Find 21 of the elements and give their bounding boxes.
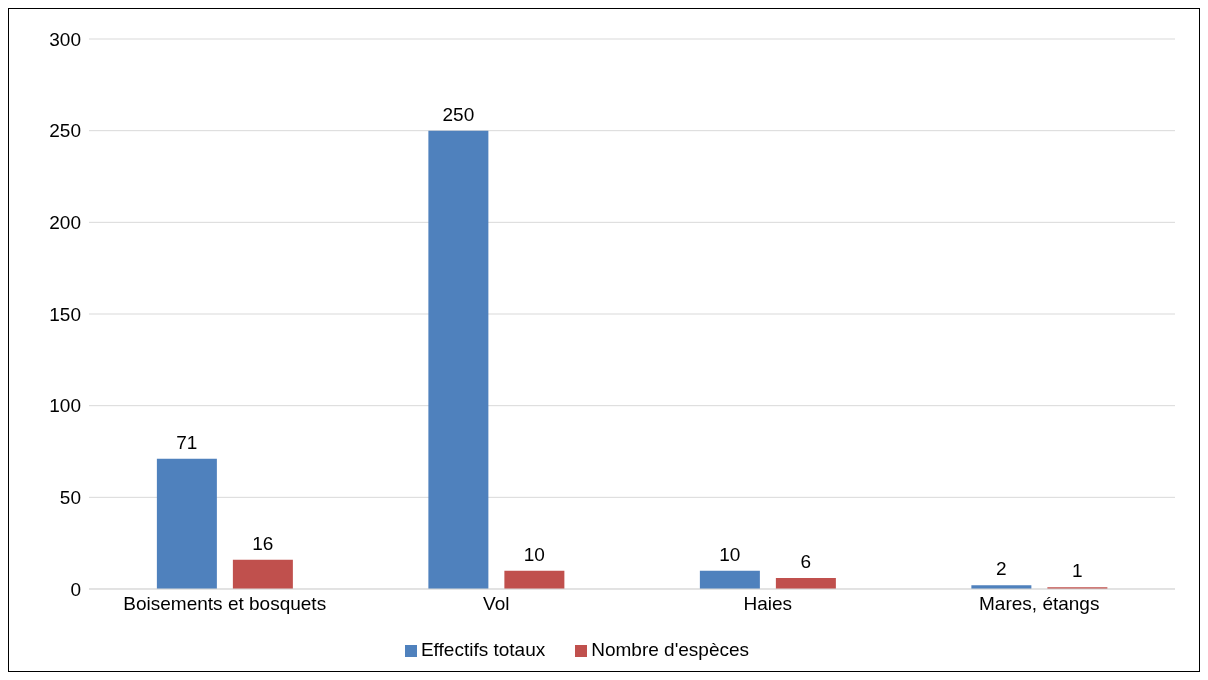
x-tick-label: Haies [743, 593, 793, 615]
y-tick-label: 50 [59, 487, 81, 509]
data-label: 2 [996, 558, 1007, 580]
data-label: 1 [1072, 560, 1083, 582]
data-label: 6 [800, 551, 812, 572]
y-tick-label: 0 [70, 578, 81, 600]
data-label: 10 [523, 543, 545, 565]
legend-label: Effectifs totaux [420, 639, 546, 660]
data-label: 250 [442, 103, 475, 125]
data-label: 16 [252, 532, 274, 554]
data-label: 71 [176, 431, 198, 453]
y-tick-label: 250 [49, 120, 81, 142]
y-tick-label: 300 [49, 28, 81, 50]
x-tick-label: Boisements et bosquets [123, 593, 327, 615]
y-tick-label: 200 [49, 212, 81, 234]
x-tick-label: Mares, étangs [979, 593, 1100, 615]
y-tick-label: 100 [49, 395, 81, 417]
y-tick-label: 150 [49, 303, 81, 325]
legend-label: Nombre d'espèces [591, 639, 750, 660]
data-label: 10 [719, 543, 741, 565]
x-tick-label: Vol [483, 593, 510, 615]
